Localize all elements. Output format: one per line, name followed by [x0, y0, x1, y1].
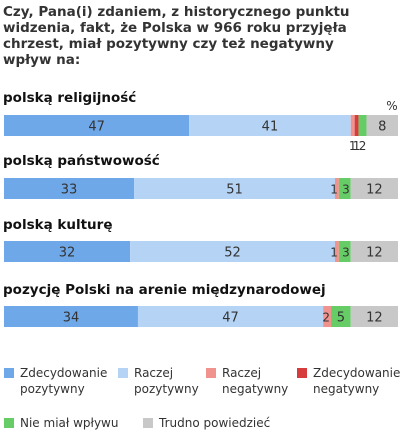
legend-label: Raczej: [134, 366, 173, 380]
data-label: 2: [322, 311, 330, 325]
legend-swatch: [297, 368, 307, 378]
category-label: polską kulturę: [3, 217, 112, 233]
data-label: 52: [224, 246, 241, 261]
data-label: 34: [63, 311, 80, 326]
legend-swatch: [118, 368, 128, 378]
bar-segment: [189, 115, 351, 136]
data-label: 12: [366, 246, 383, 261]
bar-segment: [350, 178, 398, 199]
bar-segment: [334, 178, 339, 199]
bar-segment: [130, 241, 335, 262]
data-label: 1: [353, 139, 361, 153]
data-label: 12: [366, 183, 383, 198]
data-label: 47: [222, 311, 239, 326]
data-label: 1: [330, 183, 338, 197]
legend: Zdecydowanie pozytywny Raczej pozytywny Racz…: [4, 366, 400, 430]
data-label: 1: [349, 139, 357, 153]
category-label: polską państwowość: [3, 153, 160, 169]
category-label: polską religijność: [3, 90, 136, 106]
bar-segment: [350, 306, 398, 327]
data-label: 2: [359, 139, 367, 153]
bar-segment: [366, 115, 398, 136]
legend-label: Zdecydowanie: [20, 366, 107, 380]
bar-segment: [338, 241, 351, 262]
legend-label: pozytywny: [20, 382, 85, 396]
bar-segment: [338, 178, 351, 199]
bar-segment: [354, 115, 359, 136]
data-label: 33: [61, 183, 78, 198]
bar-segment: [350, 241, 398, 262]
bar-segment: [350, 115, 355, 136]
chart-title: Czy, Pana(i) zdaniem, z historycznego pu…: [3, 4, 350, 68]
bar-segment: [4, 241, 131, 262]
legend-label: Nie miał wpływu: [20, 416, 118, 430]
legend-swatch: [206, 368, 216, 378]
data-label: 3: [342, 246, 350, 260]
bar-segment: [4, 306, 138, 327]
data-label: 47: [88, 120, 105, 135]
category-label: pozycję Polski na arenie międzynarodowej: [3, 282, 326, 298]
legend-label: negatywny: [222, 382, 288, 396]
bar-segment: [4, 115, 190, 136]
legend-swatch: [143, 418, 153, 428]
data-label: 32: [59, 246, 76, 261]
data-label: 8: [378, 120, 386, 135]
chart-title-line: Czy, Pana(i) zdaniem, z historycznego pu…: [3, 4, 350, 20]
data-label: 1: [330, 246, 338, 260]
bar-segment: [331, 306, 351, 327]
data-label: 5: [337, 311, 345, 326]
legend-swatch: [4, 368, 14, 378]
data-label: 12: [366, 311, 383, 326]
bar-segment: [4, 178, 135, 199]
bar-segment: [137, 306, 324, 327]
legend-label: Trudno powiedzieć: [158, 416, 270, 430]
chart-title-line: widzenia, fakt, że Polska w 966 roku prz…: [3, 20, 347, 36]
data-label: 51: [226, 183, 243, 198]
bar-segment: [323, 306, 332, 327]
bar-segment: [358, 115, 367, 136]
data-label: 41: [262, 120, 279, 135]
bar-segment: [334, 241, 339, 262]
chart-title-line: wpływ na:: [3, 52, 80, 68]
legend-label: pozytywny: [134, 382, 199, 396]
unit-label: %: [386, 99, 397, 113]
data-label: 3: [342, 183, 350, 197]
bar-segment: [134, 178, 335, 199]
legend-label: Zdecydowanie: [313, 366, 400, 380]
legend-label: negatywny: [313, 382, 379, 396]
legend-swatch: [4, 418, 14, 428]
chart-title-line: chrzest, miał pozytywny czy też negatywn…: [3, 36, 334, 52]
legend-label: Raczej: [222, 366, 261, 380]
